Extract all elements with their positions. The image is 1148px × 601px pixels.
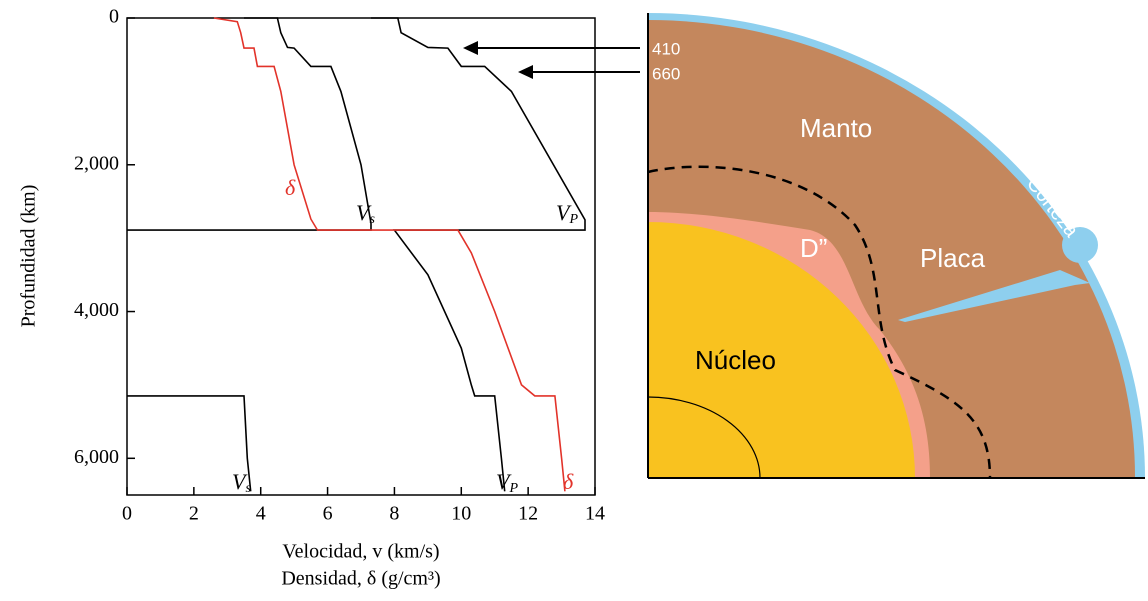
- x-tick-label: 4: [256, 503, 266, 525]
- x-tick-label: 10: [451, 503, 471, 525]
- series-label: Vs: [356, 200, 375, 227]
- label-mantle: Manto: [800, 113, 872, 143]
- series-label: δ: [285, 175, 296, 200]
- series-label: VP: [556, 200, 578, 227]
- x-tick-label: 6: [323, 503, 333, 525]
- series-sub: s: [245, 481, 251, 496]
- series-sub: P: [508, 481, 518, 496]
- arrow-head: [463, 41, 478, 55]
- x-tick-label: 12: [518, 503, 538, 525]
- y-tick-label: 0: [109, 6, 119, 28]
- profile-line: [214, 18, 565, 491]
- y-tick-label: 6,000: [74, 446, 119, 468]
- series-sub: P: [568, 212, 578, 227]
- x-tick-label: 2: [189, 503, 199, 525]
- label-core: Núcleo: [695, 345, 776, 375]
- y-tick-label: 2,000: [74, 152, 119, 174]
- label-slab: Placa: [920, 243, 986, 273]
- series-label: VP: [496, 469, 518, 496]
- arrow-head: [518, 65, 533, 79]
- series-sub: s: [369, 212, 375, 227]
- x-tick-label: 8: [389, 503, 399, 525]
- y-tick-label: 4,000: [74, 299, 119, 321]
- plot-frame: [127, 18, 595, 495]
- series-name: δ: [285, 175, 296, 200]
- earth-diagram: 410 660 Manto Corteza Placa D” Núcleo: [463, 13, 1145, 478]
- x-tick-label: 0: [122, 503, 132, 525]
- profile-line: [127, 18, 371, 491]
- figure: 410 660 Manto Corteza Placa D” Núcleo Pr…: [0, 0, 1148, 601]
- x-axis-title-2: Densidad, δ (g/cm³): [281, 568, 440, 590]
- label-660: 660: [652, 64, 680, 83]
- x-tick-label: 14: [585, 503, 605, 525]
- y-axis-title: Profundidad (km): [18, 185, 40, 328]
- profile-line: [371, 18, 585, 491]
- x-axis-title: Velocidad, v (km/s): [282, 541, 439, 563]
- series-name: δ: [563, 469, 574, 494]
- label-410: 410: [652, 39, 680, 58]
- label-d-layer: D”: [800, 233, 827, 263]
- series-label: δ: [563, 469, 574, 494]
